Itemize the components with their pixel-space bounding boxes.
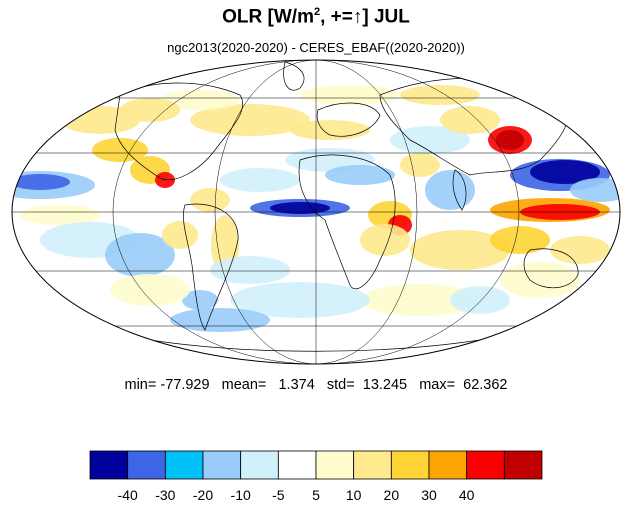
colorbar-box xyxy=(428,450,468,480)
colorbar-label: -5 xyxy=(272,487,285,503)
anomaly-region xyxy=(550,236,610,264)
anomaly-region xyxy=(290,120,370,140)
anomaly-region xyxy=(210,256,290,284)
colorbar-box xyxy=(127,450,166,480)
anomaly-region xyxy=(160,90,240,110)
anomaly-region xyxy=(360,224,410,256)
stat-min: -77.929 xyxy=(160,377,210,393)
anomaly-region xyxy=(182,290,218,310)
anomaly-region xyxy=(92,138,148,162)
anomaly-region xyxy=(12,174,70,190)
anomaly-region xyxy=(220,168,300,192)
colorbar-box xyxy=(315,450,355,480)
stat-std: 13.245 xyxy=(362,377,408,393)
colorbar-box xyxy=(390,450,430,480)
colorbar-box xyxy=(466,450,505,480)
colorbar-label: 10 xyxy=(346,487,362,503)
anomaly-region xyxy=(105,233,175,277)
anomaly-region xyxy=(162,221,198,249)
colorbar-label: 30 xyxy=(421,487,437,503)
colorbar-box xyxy=(240,450,279,480)
colorbar-box xyxy=(89,450,129,480)
anomaly-field xyxy=(12,60,620,364)
plot-subtitle: ngc2013(2020-2020) - CERES_EBAF((2020-20… xyxy=(167,40,465,55)
colorbar-label: -20 xyxy=(193,487,213,503)
colorbar-box xyxy=(202,450,242,480)
colorbar-label: 40 xyxy=(459,487,475,503)
colorbar-label: -40 xyxy=(118,487,138,503)
anomaly-region xyxy=(390,126,470,154)
anomaly-region xyxy=(190,104,310,136)
colorbar-label: -30 xyxy=(155,487,175,503)
anomaly-region xyxy=(360,284,480,316)
map-border xyxy=(11,59,621,365)
stat-max: 62.362 xyxy=(463,377,508,393)
anomaly-region xyxy=(400,85,480,105)
anomaly-region xyxy=(530,160,600,184)
anomaly-region xyxy=(496,130,524,150)
colorbar-label: 5 xyxy=(312,487,320,503)
anomaly-region xyxy=(300,85,400,105)
anomaly-region xyxy=(20,205,100,225)
colorbar-label: 20 xyxy=(384,487,400,503)
anomaly-region xyxy=(440,106,500,134)
anomaly-region xyxy=(325,165,395,185)
colorbar-box xyxy=(164,450,204,480)
anomaly-region xyxy=(190,188,230,212)
colorbar-label: -10 xyxy=(231,487,251,503)
anomaly-region xyxy=(110,274,190,306)
colorbar-box xyxy=(503,450,543,480)
colorbar-box xyxy=(353,450,392,480)
anomaly-region xyxy=(450,286,510,314)
anomaly-region xyxy=(270,202,330,214)
plot-title: OLR [W/m2, +=↑] JUL xyxy=(222,6,410,28)
colorbar-box xyxy=(277,450,317,480)
statistics-line: min= -77.929 mean= 1.374 std= 13.245 max… xyxy=(124,377,508,393)
anomaly-region xyxy=(400,153,440,177)
anomaly-region xyxy=(230,282,370,318)
stat-mean: 1.374 xyxy=(278,377,315,393)
anomaly-region xyxy=(490,226,550,254)
anomaly-region xyxy=(410,230,510,270)
anomaly-region xyxy=(155,172,175,188)
anomaly-region xyxy=(425,170,475,210)
